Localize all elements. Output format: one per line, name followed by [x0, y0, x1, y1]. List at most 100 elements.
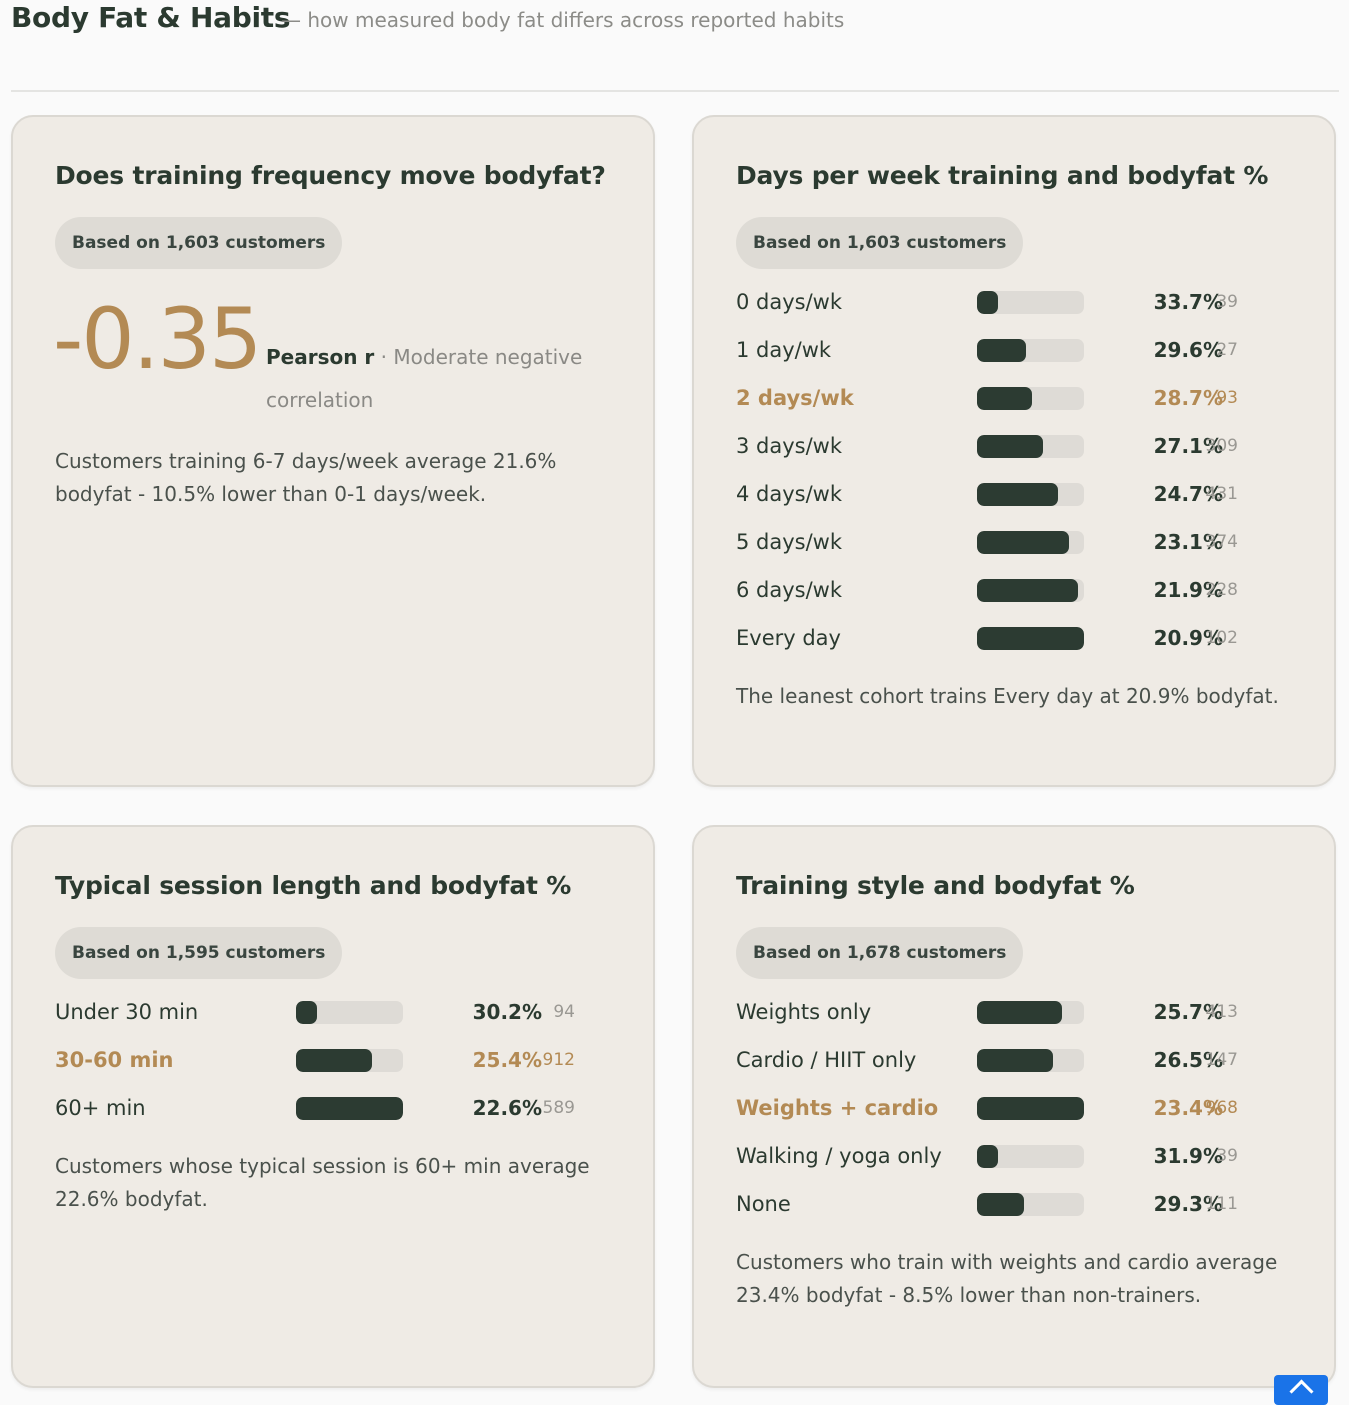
bar-track: [977, 1001, 1084, 1024]
bar-track: [977, 291, 1084, 314]
bar-row: Under 30 min 30.2% 94: [55, 992, 615, 1032]
card-title: Training style and bodyfat %: [736, 871, 1135, 900]
card-title: Days per week training and bodyfat %: [736, 161, 1269, 190]
customer-count: 111: [1205, 1194, 1238, 1214]
bar-fill: [977, 1145, 998, 1168]
correlation-label: Pearson r: [266, 345, 375, 369]
session-length-card: Typical session length and bodyfat % Bas…: [11, 825, 655, 1388]
bar-row: None 29.3% 111: [736, 1184, 1296, 1224]
bodyfat-percent: 30.2%: [472, 1000, 542, 1024]
bar-row: Weights + cardio 23.4% 968: [736, 1088, 1296, 1128]
row-label: Every day: [736, 626, 841, 650]
bodyfat-percent: 26.5%: [1153, 1048, 1223, 1072]
bar-track: [977, 339, 1084, 362]
customer-count: 413: [1205, 1002, 1238, 1022]
row-label: Weights + cardio: [736, 1096, 939, 1120]
bar-fill: [977, 291, 998, 314]
row-label: 5 days/wk: [736, 530, 843, 554]
bar-track: [977, 627, 1084, 650]
row-label: 1 day/wk: [736, 338, 832, 362]
row-label: 60+ min: [55, 1096, 146, 1120]
bar-row: Weights only 25.7% 413: [736, 992, 1296, 1032]
card-title: Does training frequency move bodyfat?: [55, 161, 606, 190]
card-description: Customers training 6-7 days/week average…: [55, 449, 557, 506]
bar-track: [977, 1097, 1084, 1120]
customer-count: 228: [1205, 580, 1238, 600]
bodyfat-percent: 25.4%: [472, 1048, 542, 1072]
correlation-detail: Pearson r · Moderate negative correlatio…: [266, 336, 606, 422]
card-description: Customers whose typical session is 60+ m…: [55, 1154, 590, 1211]
customer-count: 431: [1205, 484, 1238, 504]
bodyfat-percent: 24.7%: [1153, 482, 1223, 506]
bodyfat-percent: 28.7%: [1153, 386, 1223, 410]
bar-row: 2 days/wk 28.7% 93: [736, 378, 1296, 418]
bar-track: [296, 1001, 403, 1024]
bar-row: 60+ min 22.6% 589: [55, 1088, 615, 1128]
days-per-week-card: Days per week training and bodyfat % Bas…: [692, 115, 1336, 787]
page-subtitle: — how measured body fat differs across r…: [281, 8, 845, 32]
bar-row: 5 days/wk 23.1% 374: [736, 522, 1296, 562]
customer-count: 912: [542, 1050, 575, 1070]
correlation-value: -0.35: [53, 290, 262, 388]
card-description: The leanest cohort trains Every day at 2…: [736, 684, 1279, 708]
bar-fill: [977, 1049, 1053, 1072]
bar-fill: [977, 1097, 1084, 1120]
customer-count: 147: [1205, 1050, 1238, 1070]
row-label: Cardio / HIIT only: [736, 1048, 917, 1072]
card-title: Typical session length and bodyfat %: [55, 871, 572, 900]
bar-track: [977, 579, 1084, 602]
row-label: Under 30 min: [55, 1000, 199, 1024]
bar-track: [977, 1049, 1084, 1072]
bar-fill: [977, 1001, 1062, 1024]
bar-track: [977, 483, 1084, 506]
row-label: None: [736, 1192, 791, 1216]
row-label: Walking / yoga only: [736, 1144, 942, 1168]
bar-row: 1 day/wk 29.6% 27: [736, 330, 1296, 370]
bodyfat-percent: 33.7%: [1153, 290, 1223, 314]
bar-track: [296, 1097, 403, 1120]
row-label: 30-60 min: [55, 1048, 174, 1072]
correlation-separator: ·: [374, 345, 394, 369]
bar-fill: [977, 483, 1058, 506]
customer-count: 93: [1216, 388, 1238, 408]
sample-size-badge: Based on 1,595 customers: [55, 927, 343, 979]
bar-fill: [296, 1001, 317, 1024]
customer-count: 94: [553, 1002, 575, 1022]
bar-fill: [296, 1097, 403, 1120]
sample-size-badge: Based on 1,603 customers: [736, 217, 1024, 269]
customer-count: 102: [1205, 628, 1238, 648]
bar-row: Walking / yoga only 31.9% 39: [736, 1136, 1296, 1176]
card-description: Customers who train with weights and car…: [736, 1250, 1278, 1307]
scroll-to-top-button[interactable]: [1274, 1375, 1328, 1405]
bar-fill: [977, 387, 1032, 410]
bar-fill: [977, 339, 1026, 362]
bar-track: [296, 1049, 403, 1072]
customer-count: 39: [1216, 292, 1238, 312]
row-label: Weights only: [736, 1000, 872, 1024]
bar-fill: [977, 627, 1084, 650]
bar-row: Every day 20.9% 102: [736, 618, 1296, 658]
row-label: 6 days/wk: [736, 578, 843, 602]
bar-row: 30-60 min 25.4% 912: [55, 1040, 615, 1080]
bodyfat-percent: 22.6%: [472, 1096, 542, 1120]
bodyfat-percent: 21.9%: [1153, 578, 1223, 602]
training-style-card: Training style and bodyfat % Based on 1,…: [692, 825, 1336, 1388]
frequency-correlation-card: Does training frequency move bodyfat? Ba…: [11, 115, 655, 787]
bar-fill: [977, 435, 1043, 458]
customer-count: 39: [1216, 1146, 1238, 1166]
correlation-note: Moderate negative correlation: [266, 345, 583, 412]
page-title: Body Fat & Habits: [11, 1, 291, 34]
customer-count: 374: [1205, 532, 1238, 552]
bodyfat-percent: 23.1%: [1153, 530, 1223, 554]
bar-track: [977, 387, 1084, 410]
bodyfat-percent: 31.9%: [1153, 1144, 1223, 1168]
bar-row: 6 days/wk 21.9% 228: [736, 570, 1296, 610]
customer-count: 309: [1205, 436, 1238, 456]
sample-size-badge: Based on 1,603 customers: [55, 217, 343, 269]
row-label: 3 days/wk: [736, 434, 843, 458]
bar-row: 0 days/wk 33.7% 39: [736, 282, 1296, 322]
bar-row: 4 days/wk 24.7% 431: [736, 474, 1296, 514]
customer-count: 968: [1205, 1098, 1238, 1118]
bar-fill: [977, 579, 1078, 602]
bar-track: [977, 1145, 1084, 1168]
